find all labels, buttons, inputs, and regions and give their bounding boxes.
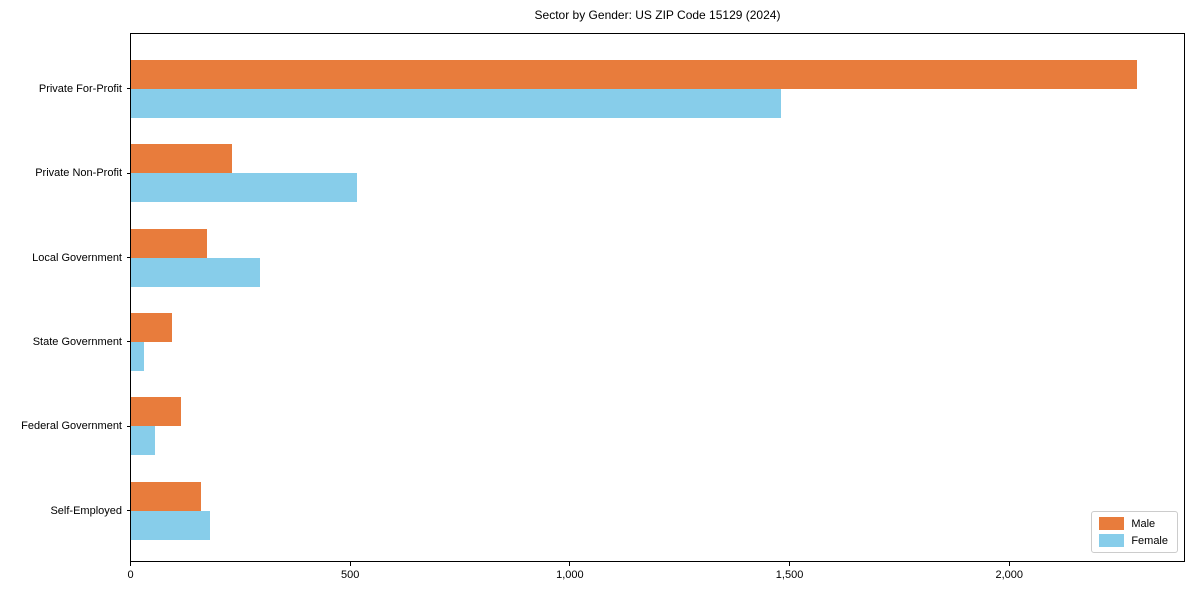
chart-title: Sector by Gender: US ZIP Code 15129 (202… <box>534 8 781 22</box>
bar-female-private-non-profit <box>130 173 357 203</box>
bar-male-self-employed <box>130 481 201 511</box>
bar-male-federal-government <box>130 397 182 427</box>
bar-female-federal-government <box>130 426 155 456</box>
legend-label-female: Female <box>1131 534 1168 547</box>
x-tick-mark <box>1008 562 1010 566</box>
y-tick-label-private-for-profit: Private For-Profit <box>38 82 122 95</box>
y-tick-label-private-non-profit: Private Non-Profit <box>35 167 122 180</box>
y-tick-mark <box>126 88 131 90</box>
x-tick-label-2000: 2,000 <box>995 569 1024 581</box>
legend-item-female: Female <box>1099 534 1168 547</box>
legend: Male Female <box>1091 511 1178 553</box>
plot-area <box>130 33 1185 562</box>
y-tick-label-local-government: Local Government <box>32 251 122 264</box>
bar-female-local-government <box>130 257 261 287</box>
y-tick-label-state-government: State Government <box>32 335 122 348</box>
y-tick-label-federal-government: Federal Government <box>21 420 122 433</box>
bar-female-self-employed <box>130 510 210 540</box>
x-tick-label-1000: 1,000 <box>556 569 584 581</box>
female-swatch-icon <box>1099 534 1125 547</box>
bar-female-private-for-profit <box>130 88 781 118</box>
y-tick-mark <box>126 425 131 427</box>
y-tick-mark <box>126 510 131 512</box>
y-tick-mark <box>126 341 131 343</box>
bar-male-private-for-profit <box>130 59 1137 89</box>
bar-male-state-government <box>130 312 173 342</box>
x-tick-mark <box>349 562 351 566</box>
bar-male-local-government <box>130 228 208 258</box>
y-tick-label-self-employed: Self-Employed <box>50 504 122 517</box>
x-tick-label-0: 0 <box>127 569 134 581</box>
x-tick-mark <box>569 562 571 566</box>
x-tick-mark <box>130 562 131 566</box>
male-swatch-icon <box>1099 517 1125 530</box>
legend-label-male: Male <box>1131 517 1156 530</box>
x-tick-label-500: 500 <box>341 569 360 581</box>
legend-item-male: Male <box>1099 517 1168 530</box>
x-tick-mark <box>789 562 791 566</box>
bar-male-private-non-profit <box>130 144 232 174</box>
bar-female-state-government <box>130 341 144 371</box>
y-tick-mark <box>126 172 131 174</box>
y-tick-mark <box>126 257 131 258</box>
x-tick-label-1500: 1,500 <box>775 569 804 581</box>
